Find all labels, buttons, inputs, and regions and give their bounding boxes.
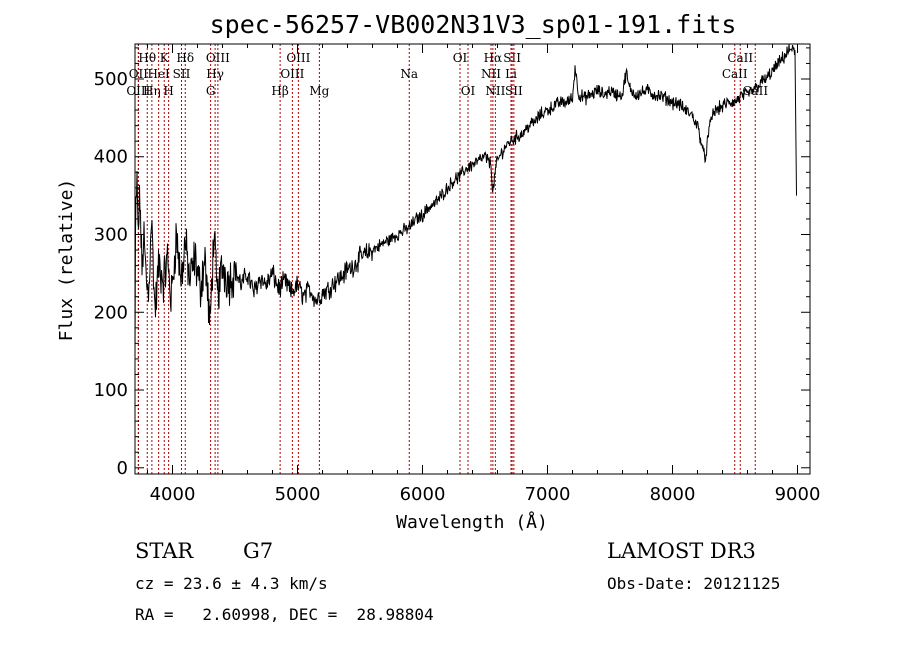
- spectral-line-label: K: [160, 51, 170, 65]
- x-tick-label: 5000: [275, 484, 321, 505]
- spectral-line-label: Hη: [143, 84, 161, 98]
- spectral-line-label: OIII: [286, 51, 310, 65]
- spectral-line-label: Mg: [309, 84, 329, 98]
- spectral-line-label: H: [163, 84, 173, 98]
- spectral-line-label: G: [206, 84, 216, 98]
- x-axis-label: Wavelength (Å): [396, 511, 548, 533]
- x-tick-label: 4000: [150, 484, 196, 505]
- y-tick-label: 300: [94, 225, 128, 246]
- flux-series-line: [134, 43, 797, 357]
- spectral-line-label: CaII: [722, 67, 748, 81]
- axis-ticks: 4000 5000 6000 7000 8000 9000 0 100 200 300 400 500: [94, 44, 821, 505]
- spectral-line-label: Na: [400, 67, 418, 81]
- x-tick-label: 9000: [775, 484, 821, 505]
- spectral-line-label: Li: [505, 67, 517, 81]
- y-tick-label: 100: [94, 380, 128, 401]
- spectral-line-label: SII: [505, 84, 523, 98]
- x-tick-label: 8000: [650, 484, 696, 505]
- coordinates-text: RA = 2.60998, DEC = 28.98804: [135, 605, 434, 624]
- spectral-line-label: OI: [461, 84, 476, 98]
- spectral-line-label: SII: [173, 67, 191, 81]
- x-tick-label: 6000: [400, 484, 446, 505]
- spectral-line-label: SII: [503, 51, 521, 65]
- spectral-line-label: NII: [481, 67, 501, 81]
- spectral-line-label: Hγ: [206, 67, 224, 81]
- spectral-line-label: Hθ: [138, 51, 156, 65]
- object-subclass: G7: [243, 539, 273, 563]
- redshift-text: cz = 23.6 ± 4.3 km/s: [135, 574, 328, 593]
- spectral-line-label: Hα: [484, 51, 503, 65]
- plot-frame: [134, 43, 811, 475]
- x-tick-label: 7000: [525, 484, 571, 505]
- survey-name: LAMOST DR3: [607, 539, 756, 563]
- object-class: STAR: [135, 539, 194, 563]
- spectral-line-label: OIII: [126, 84, 150, 98]
- obs-date: Obs-Date: 20121125: [607, 574, 780, 593]
- spectral-line-label: OIII: [280, 67, 304, 81]
- y-axis-label: Flux (relative): [56, 179, 77, 342]
- y-tick-label: 0: [117, 458, 128, 479]
- y-tick-label: 200: [94, 302, 128, 323]
- spectral-line-label: Hδ: [176, 51, 194, 65]
- spectral-line-label: CaII: [727, 51, 753, 65]
- chart-title: spec-56257-VB002N31V3_sp01-191.fits: [210, 10, 737, 39]
- spectral-line-label: HeI: [147, 67, 170, 81]
- spectral-line-label: Hβ: [271, 84, 288, 98]
- spectral-line-label: OIII: [206, 51, 230, 65]
- spectral-line-label: NII: [485, 84, 505, 98]
- spectral-line-label: OI: [453, 51, 468, 65]
- y-tick-label: 500: [94, 69, 128, 90]
- y-tick-label: 400: [94, 147, 128, 168]
